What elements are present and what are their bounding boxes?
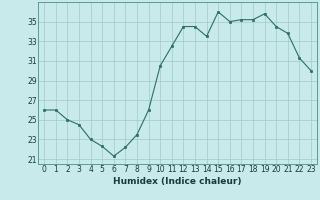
X-axis label: Humidex (Indice chaleur): Humidex (Indice chaleur) xyxy=(113,177,242,186)
